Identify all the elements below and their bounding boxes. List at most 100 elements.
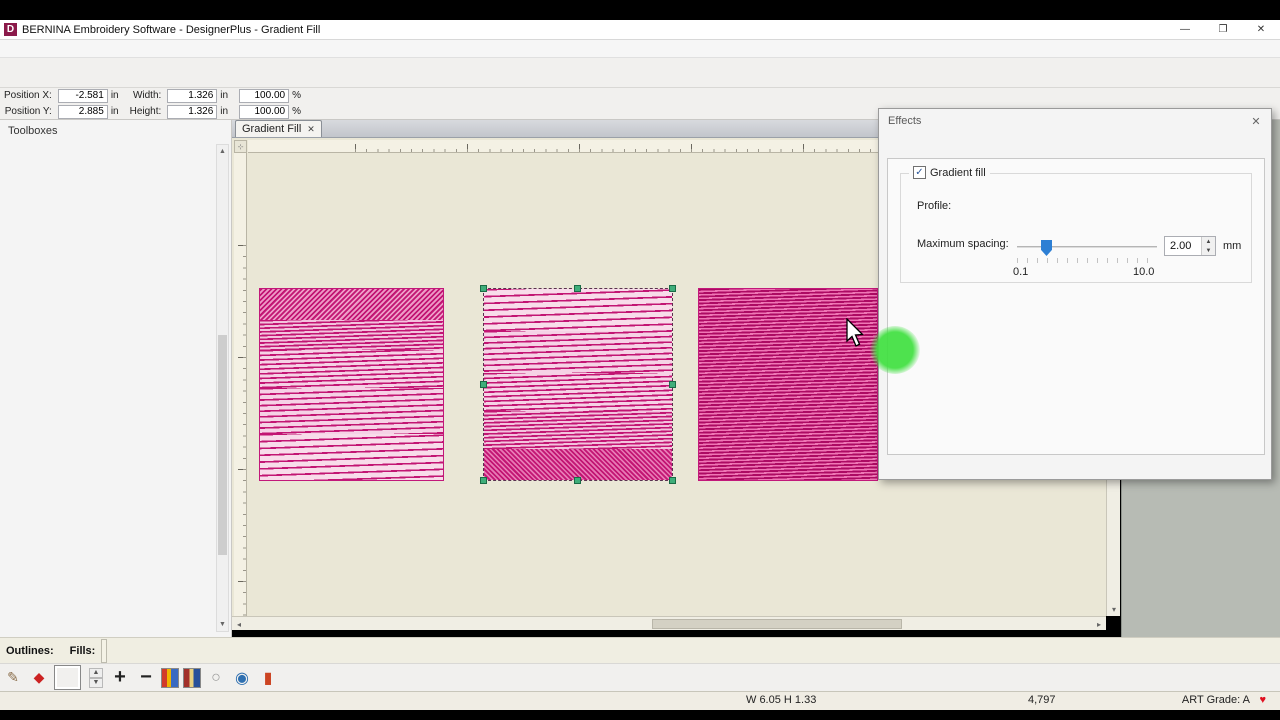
selection-handle-w[interactable] [480, 380, 487, 388]
fills-label: Fills: [69, 644, 96, 657]
dialog-close-icon[interactable]: ✕ [1251, 115, 1261, 128]
letterbox-top [0, 0, 1280, 20]
selection-handle-s[interactable] [574, 477, 581, 484]
profile-label: Profile: [917, 200, 952, 212]
toolboxes-scrollbar[interactable]: ▲ ▼ [216, 144, 229, 632]
spacing-unit-label: mm [1223, 240, 1242, 252]
thread-chart-1-icon[interactable] [161, 667, 179, 688]
stitch-count: 4,797 [1028, 694, 1056, 706]
minimize-button[interactable]: — [1180, 24, 1190, 35]
slider-max-label: 10.0 [1133, 266, 1155, 278]
position-x-label: Position X: [4, 90, 52, 101]
gradient-fill-tab-page: ✓ Gradient fill Profile: Maximum spacing… [887, 158, 1265, 455]
embroidery-square-middle-selected[interactable] [480, 285, 676, 484]
design-globe-icon[interactable]: ◉ [235, 669, 249, 687]
max-spacing-label: Maximum spacing: [917, 238, 1009, 250]
document-tab[interactable]: Gradient Fill ✕ [235, 120, 322, 137]
horizontal-scrollbar[interactable]: ◂ ▸ [232, 616, 1106, 630]
selection-handle-e[interactable] [669, 380, 676, 388]
width-field[interactable]: 1.326 [167, 88, 218, 103]
selection-handle-sw[interactable] [480, 477, 487, 484]
menu-bar [0, 40, 1280, 58]
mouse-cursor [846, 318, 864, 347]
thread-spool-icon[interactable]: ▮ [263, 669, 273, 687]
gradient-fill-checkbox[interactable]: ✓ [913, 166, 926, 179]
selection-handle-se[interactable] [669, 477, 676, 484]
add-color-button[interactable]: + [114, 666, 126, 688]
gradient-fill-checkbox-row[interactable]: ✓ Gradient fill [909, 166, 990, 179]
scroll-down-icon[interactable]: ▾ [1111, 604, 1116, 614]
position-y-field[interactable]: 2.885 [57, 104, 108, 119]
size-readout: W 6.05 H 1.33 [746, 694, 817, 706]
standard-toolbar [0, 58, 1280, 88]
selection-handle-n[interactable] [574, 285, 581, 292]
thread-chart-2-icon[interactable] [183, 667, 201, 688]
close-button[interactable]: ✕ [1256, 24, 1266, 35]
palette-spinner[interactable]: ▲ ▼ [89, 667, 103, 688]
slider-thumb[interactable] [1041, 240, 1052, 256]
scale-y-pct: % [292, 106, 301, 117]
color-wheel-icon[interactable]: ○ [211, 668, 221, 686]
art-grade-label: ART Grade: A [1181, 694, 1250, 706]
selection-handle-ne[interactable] [669, 285, 676, 292]
scroll-down-icon[interactable]: ▼ [219, 621, 226, 628]
slider-min-label: 0.1 [1013, 266, 1029, 278]
embroidery-square-left[interactable] [259, 288, 444, 481]
palette-spin-up-icon[interactable]: ▲ [89, 667, 103, 678]
fill-pattern-group [101, 638, 108, 663]
toolboxes-panel: Toolboxes ▲ ▼ [0, 120, 232, 637]
scale-x-pct: % [292, 90, 301, 101]
height-field[interactable]: 1.326 [167, 104, 218, 119]
click-highlight [870, 326, 920, 374]
position-x-unit: in [110, 90, 119, 101]
scale-x-field[interactable]: 100.00 [239, 88, 290, 103]
embroidery-square-right[interactable] [698, 288, 878, 481]
scrollbar-thumb[interactable] [218, 335, 227, 555]
dialog-title-bar[interactable]: Effects ✕ [879, 109, 1271, 133]
effects-tabstrip [879, 133, 1271, 155]
max-spacing-slider[interactable] [1017, 240, 1157, 256]
width-unit: in [220, 90, 229, 101]
app-icon: D [4, 23, 17, 36]
status-bar: W 6.05 H 1.33 4,797 ART Grade: A ♥ [0, 691, 1280, 710]
position-size-fields: Position X: Position Y: -2.581 2.885 in … [4, 88, 304, 119]
effects-dialog: Effects ✕ ✓ Gradient fill Profile: Maxim… [878, 108, 1272, 480]
scroll-left-icon[interactable]: ◂ [236, 619, 241, 629]
slider-track[interactable] [1017, 246, 1157, 248]
slider-ticks [1017, 258, 1157, 263]
spin-up-icon[interactable]: ▲ [1202, 237, 1215, 246]
max-spacing-spinbox[interactable]: 2.00 ▲ ▼ [1164, 236, 1216, 256]
position-y-unit: in [110, 106, 119, 117]
paint-bucket-icon[interactable]: ◆ [33, 669, 45, 685]
document-tab-label: Gradient Fill [242, 123, 302, 135]
position-y-label: Position Y: [4, 106, 52, 117]
eyedropper-icon[interactable]: ✎ [7, 669, 19, 685]
position-x-field[interactable]: -2.581 [57, 88, 108, 103]
scroll-up-icon[interactable]: ▲ [219, 148, 226, 155]
dialog-title: Effects [888, 115, 922, 127]
hscroll-thumb[interactable] [652, 619, 902, 629]
vertical-ruler [234, 153, 247, 616]
spin-down-icon[interactable]: ▼ [1202, 246, 1215, 255]
window-title: BERNINA Embroidery Software - DesignerPl… [22, 23, 321, 36]
maximize-button[interactable]: ❐ [1218, 24, 1228, 35]
current-color-chip[interactable] [54, 665, 81, 690]
max-spacing-value[interactable]: 2.00 [1170, 240, 1192, 252]
heart-icon: ♥ [1259, 694, 1266, 706]
title-bar: D BERNINA Embroidery Software - Designer… [0, 20, 1280, 40]
scale-y-field[interactable]: 100.00 [239, 104, 290, 119]
height-label: Height: [129, 106, 162, 117]
color-palette-bar: ✎ ◆ ▲ ▼ + − ○ ◉ ▮ [0, 663, 1280, 691]
height-unit: in [220, 106, 229, 117]
remove-color-button[interactable]: − [140, 666, 152, 688]
selection-handle-nw[interactable] [480, 285, 487, 292]
tab-close-icon[interactable]: ✕ [307, 123, 315, 134]
scroll-right-icon[interactable]: ▸ [1096, 619, 1101, 629]
outlines-label: Outlines: [6, 644, 54, 657]
gradient-fill-checkbox-label: Gradient fill [930, 166, 986, 179]
ruler-origin-corner: ⊹ [234, 140, 247, 153]
transform-toolbar: Position X: Position Y: -2.581 2.885 in … [0, 88, 1280, 120]
palette-spin-down-icon[interactable]: ▼ [89, 677, 103, 688]
width-label: Width: [132, 90, 162, 101]
